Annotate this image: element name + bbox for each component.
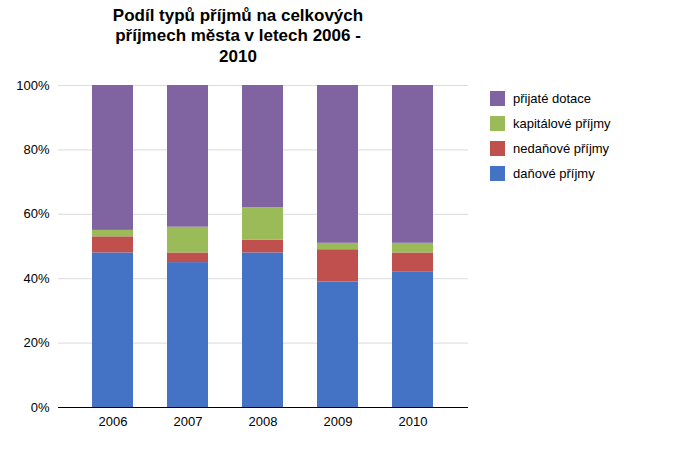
svg-text:2006: 2006 xyxy=(99,414,128,429)
html-text:přijaté dotace: přijaté dotace xyxy=(513,91,592,107)
svg-text:80%: 80% xyxy=(23,142,49,157)
svg-text:2009: 2009 xyxy=(324,414,353,429)
svg-text:0%: 0% xyxy=(31,400,50,415)
html-text:daňové příjmy: daňové příjmy xyxy=(513,166,595,182)
svg-text:60%: 60% xyxy=(23,207,49,222)
svg-text:2008: 2008 xyxy=(249,414,278,429)
svg-text:40%: 40% xyxy=(23,271,49,286)
html-text:kapitálové příjmy: kapitálové příjmy xyxy=(513,116,611,132)
svg-text:100%: 100% xyxy=(16,78,50,93)
svg-text:2007: 2007 xyxy=(174,414,203,429)
html-text:Podíl typů příjmů na celkových: Podíl typů příjmů na celkových příjmech … xyxy=(112,6,364,66)
html-text:nedaňové příjmy: nedaňové příjmy xyxy=(513,141,610,157)
svg-text:20%: 20% xyxy=(23,335,49,350)
svg-text:2010: 2010 xyxy=(399,414,428,429)
